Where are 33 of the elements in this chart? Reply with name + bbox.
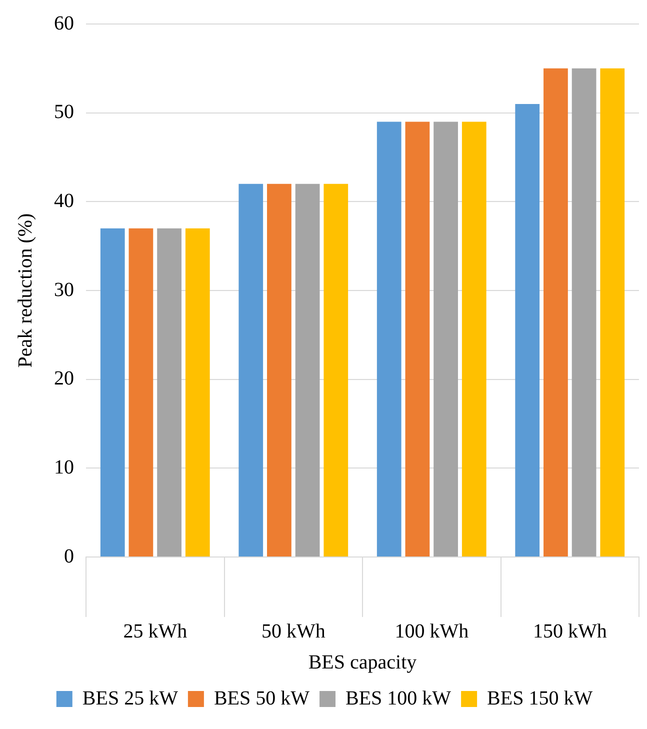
x-tick-label: 25 kWh xyxy=(123,620,188,642)
bar xyxy=(324,184,348,556)
y-tick-label: 40 xyxy=(54,190,74,212)
bar xyxy=(157,228,182,556)
y-axis-title: Peak reduction (%) xyxy=(14,213,36,368)
x-tick-label: 100 kWh xyxy=(394,620,469,642)
x-tick-label: 150 kWh xyxy=(532,620,607,642)
bar xyxy=(405,122,430,556)
legend-label: BES 25 kW xyxy=(82,687,178,710)
bar xyxy=(544,68,568,556)
bar xyxy=(295,184,320,556)
x-axis-title: BES capacity xyxy=(308,651,417,674)
y-tick-label: 30 xyxy=(54,278,74,301)
y-tick-label: 10 xyxy=(54,456,74,478)
bar xyxy=(267,184,292,556)
bar xyxy=(515,104,540,556)
bar xyxy=(376,122,402,556)
legend-label: BES 50 kW xyxy=(214,687,310,710)
bar xyxy=(185,228,210,556)
x-tick-label: 50 kWh xyxy=(261,620,326,642)
legend-label: BES 150 kW xyxy=(487,687,593,710)
y-tick-label: 0 xyxy=(64,545,74,568)
bar xyxy=(434,122,458,556)
bar xyxy=(128,228,154,556)
bar xyxy=(100,228,125,556)
bar xyxy=(600,68,625,556)
bar xyxy=(238,184,264,556)
bar xyxy=(462,122,486,556)
bar xyxy=(572,68,596,556)
y-tick-label: 50 xyxy=(54,101,74,124)
y-tick-label: 60 xyxy=(54,12,74,34)
y-tick-label: 20 xyxy=(54,368,74,390)
legend-label: BES 100 kW xyxy=(346,687,452,710)
